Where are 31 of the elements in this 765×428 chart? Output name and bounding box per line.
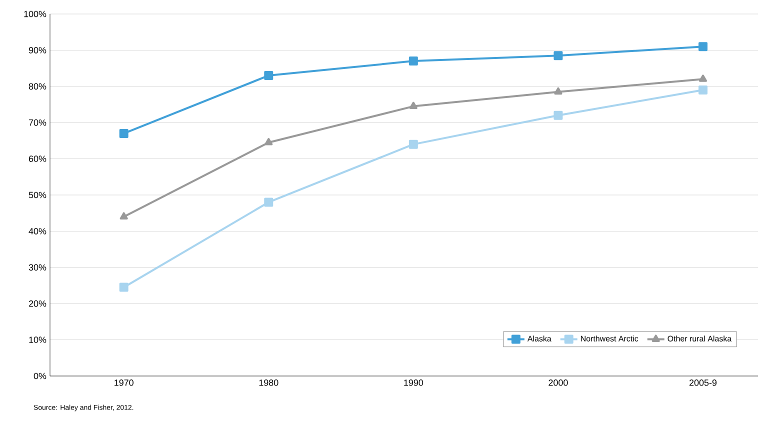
point (408, 140, 418, 149)
y-tick-label: 90% (28, 47, 46, 54)
y-tick-label: 50% (28, 192, 46, 198)
point (554, 87, 562, 95)
point (409, 102, 418, 110)
y-tick-label: 10% (29, 336, 46, 343)
point (698, 86, 708, 95)
point (119, 128, 128, 138)
point (554, 51, 563, 60)
point (264, 198, 274, 207)
x-tick-label: 1980 (259, 380, 278, 386)
y-tick-label: 60% (28, 156, 46, 162)
y-tick-label: 30% (28, 264, 46, 271)
y-tick-label: 100% (24, 10, 46, 18)
y-tick-label: 80% (28, 83, 46, 90)
point (698, 74, 708, 82)
point (264, 138, 273, 146)
y-tick-label: 40% (28, 228, 46, 234)
point (264, 71, 274, 80)
point (554, 110, 563, 120)
y-tick-label: 70% (28, 119, 46, 126)
x-tick-label: 2005-9 (689, 380, 717, 386)
y-tick-label: 20% (28, 300, 46, 307)
y-tick-label: 0% (34, 372, 46, 380)
point (119, 282, 128, 292)
x-tick-label: 1990 (404, 380, 424, 386)
point (408, 56, 418, 66)
point (698, 42, 708, 52)
point (120, 212, 128, 220)
x-tick-label: 1970 (114, 380, 134, 386)
x-tick-label: 2000 (548, 380, 568, 386)
